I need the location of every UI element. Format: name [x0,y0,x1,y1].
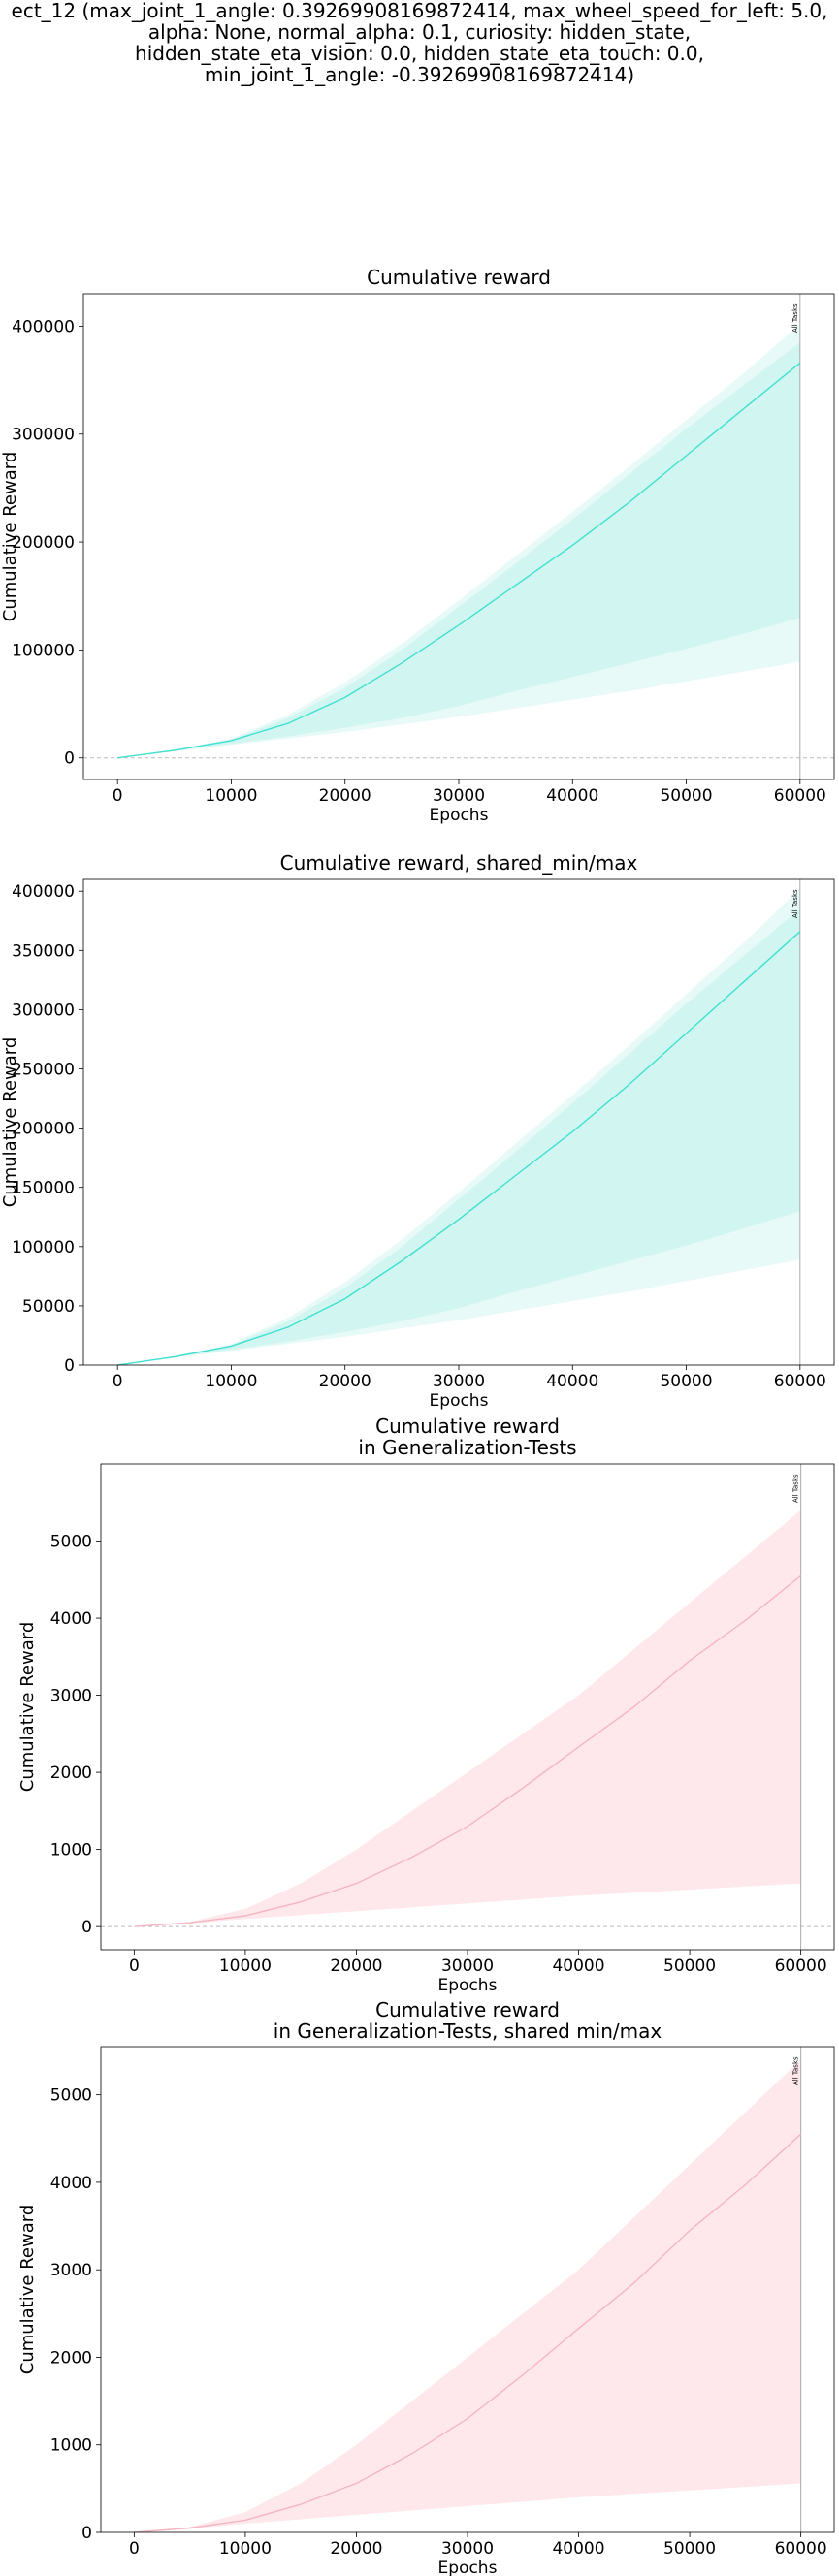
plot-area [101,1464,834,1950]
y-tick-label: 0 [64,749,75,769]
x-tick-label: 50000 [660,1372,712,1391]
y-tick-label: 1000 [50,1841,92,1860]
x-tick-label: 60000 [775,2539,827,2559]
x-tick-label: 40000 [546,1372,598,1391]
all-tasks-marker-label: All Tasks [792,2056,800,2085]
chart-2: All Tasks 0 10000 20000 30000 40000 50000 60000… [0,851,835,1411]
x-tick-label: 0 [129,1956,140,1976]
all-tasks-marker-label: All Tasks [792,1474,800,1503]
chart-title: Cumulative reward [375,1415,560,1438]
x-tick-label: 0 [129,2539,140,2559]
y-tick-label: 150000 [12,1179,75,1198]
x-tick-label: 10000 [219,1956,272,1976]
y-tick-label: 0 [81,1918,92,1937]
x-tick-label: 20000 [319,1372,371,1391]
x-tick-label: 40000 [552,2539,604,2559]
y-tick-label: 5000 [50,2086,92,2106]
x-tick-label: 40000 [546,786,598,806]
y-tick-label: 400000 [12,317,75,336]
std-band [134,2059,801,2532]
all-tasks-marker-label: All Tasks [791,889,799,918]
y-tick-label: 2000 [50,1764,92,1783]
x-tick-label: 50000 [660,786,712,806]
x-tick-label: 30000 [433,786,485,806]
suptitle-line-4: min_joint_1_angle: -0.39269908169872414) [204,63,635,86]
x-tick-label: 40000 [552,1956,604,1976]
y-axis-label: Cumulative Reward [17,2205,38,2375]
chart-title: in Generalization-Tests, shared min/max [274,2019,662,2043]
y-tick-label: 1000 [50,2436,92,2456]
chart-1: All Tasks 0 10000 20000 30000 40000 50000 60000… [0,266,835,825]
mean-line [134,1574,802,1927]
suptitle-line-1: ect_12 (max_joint_1_angle: 0.39269908169… [11,0,828,22]
x-tick-label: 30000 [441,1956,494,1976]
plot-area [83,294,834,779]
x-tick-label: 30000 [433,1372,485,1391]
y-tick-label: 50000 [22,1297,75,1317]
y-tick-label: 0 [81,2524,92,2543]
x-tick-label: 60000 [775,1956,827,1976]
x-axis-label: Epochs [438,2559,498,2576]
x-tick-label: 60000 [774,1372,826,1391]
y-axis-label: Cumulative Reward [17,1622,38,1793]
chart-title: Cumulative reward [375,1998,560,2021]
plot-area [117,879,801,1365]
y-tick-label: 250000 [12,1061,75,1080]
x-tick-label: 20000 [319,786,371,806]
x-tick-label: 20000 [330,2539,382,2559]
y-tick-label: 100000 [12,1238,75,1257]
mean-line [134,2133,802,2532]
y-tick-label: 3000 [50,1687,92,1706]
figure-suptitle: ect_12 (max_joint_1_angle: 0.39269908169… [0,0,839,85]
y-tick-label: 400000 [12,882,75,902]
y-tick-label: 4000 [50,2174,92,2193]
std-band [117,908,800,1365]
mean-line [117,362,801,759]
chart-title: Cumulative reward, shared_min/max [280,851,638,875]
x-tick-label: 60000 [774,786,826,806]
all-tasks-marker-label: All Tasks [791,303,799,333]
chart-title: Cumulative reward [367,266,551,289]
x-tick-label: 10000 [219,2539,272,2559]
mean-line [117,931,801,1365]
suptitle-line-3: hidden_state_eta_vision: 0.0, hidden_sta… [135,42,704,65]
plot-area [134,2047,802,2532]
y-tick-label: 4000 [50,1609,92,1629]
y-tick-label: 200000 [12,533,75,553]
chart-title: in Generalization-Tests [358,1436,576,1459]
y-tick-label: 5000 [50,1533,92,1552]
x-tick-label: 0 [113,1372,123,1391]
x-tick-label: 50000 [663,1956,716,1976]
y-tick-label: 350000 [12,941,75,961]
x-tick-label: 20000 [330,1956,382,1976]
y-tick-label: 200000 [12,1120,75,1139]
x-axis-label: Epochs [430,806,489,825]
std-band [117,342,800,758]
y-tick-label: 300000 [12,426,75,445]
y-axis-label: Cumulative Reward [0,452,20,622]
y-axis-label: Cumulative Reward [0,1037,20,1208]
y-tick-label: 300000 [12,1001,75,1020]
y-tick-label: 0 [64,1356,75,1376]
std-band [134,1510,801,1927]
y-tick-label: 2000 [50,2348,92,2368]
x-tick-label: 0 [113,786,123,806]
x-tick-label: 10000 [205,786,257,806]
x-axis-label: Epochs [438,1976,498,1995]
suptitle-line-2: alpha: None, normal_alpha: 0.1, curiosit… [147,20,692,44]
y-tick-label: 3000 [50,2261,92,2280]
x-tick-label: 50000 [663,2539,716,2559]
y-tick-label: 100000 [12,641,75,660]
x-axis-label: Epochs [430,1391,489,1411]
x-tick-label: 30000 [441,2539,494,2559]
x-tick-label: 10000 [205,1372,257,1391]
